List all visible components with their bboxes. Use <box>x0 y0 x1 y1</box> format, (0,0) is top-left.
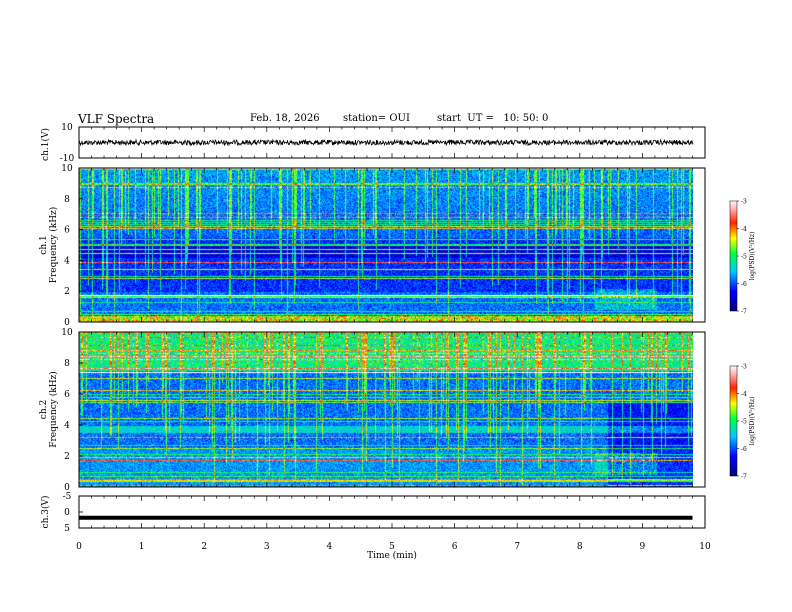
colorbar-tick-label: -3 <box>741 199 747 206</box>
x-tick-label: 8 <box>577 542 583 552</box>
ch1-freq-tick-label: 4 <box>64 256 70 266</box>
x-tick-label: 1 <box>139 542 145 552</box>
ch2-freq-ylabel: Frequency (kHz) <box>48 371 59 448</box>
ch1-freq-tick-label: 6 <box>64 226 70 236</box>
ch1-ytick-label: -10 <box>60 154 75 164</box>
colorbar-tick-label: -7 <box>741 474 747 481</box>
x-tick-label: 2 <box>201 542 207 552</box>
x-tick-label: 0 <box>76 542 82 552</box>
ch1-freq-tick-label: 0 <box>64 318 70 328</box>
colorbar-tick-label: -5 <box>741 254 747 261</box>
ch2-spectrogram-image <box>79 332 693 487</box>
ch1-freq-ylabel: ch.1 <box>39 235 49 254</box>
ch1-freq-tick-label: 10 <box>61 164 73 174</box>
colorbar-tick-label: -3 <box>741 364 747 371</box>
ch1-freq-tick-label: 8 <box>64 195 70 205</box>
ch2-freq-ylabel: ch.2 <box>39 400 49 419</box>
colorbar-tick-label: -7 <box>741 309 747 316</box>
x-axis-label: Time (min) <box>367 550 417 561</box>
colorbar-tick-label: -5 <box>741 419 747 426</box>
x-tick-label: 6 <box>452 542 458 552</box>
ch2-freq-tick-label: 2 <box>64 452 70 462</box>
x-tick-label: 7 <box>514 542 520 552</box>
ch1-ylabel: ch.1(V) <box>40 128 51 161</box>
ch3-ytick-label: -5 <box>63 492 72 502</box>
ch2-freq-tick-label: 6 <box>64 390 70 400</box>
ch2-freq-tick-label: 4 <box>64 421 70 431</box>
ch1-spectrogram-image <box>79 168 693 322</box>
ch3-ytick-label: 0 <box>64 508 70 518</box>
x-tick-label: 5 <box>389 542 395 552</box>
ch1-freq-ylabel: Frequency (kHz) <box>48 207 59 284</box>
ch2-freq-tick-label: 8 <box>64 359 70 369</box>
chart-title: VLF Spectra <box>78 112 155 126</box>
station-label: station= OUI <box>343 113 410 124</box>
ch1-freq-tick-label: 2 <box>64 287 70 297</box>
ch1-colorbar <box>729 200 738 312</box>
ch3-ylabel: ch.3(V) <box>40 496 51 529</box>
ch3-ytick-label: 5 <box>64 524 70 534</box>
x-tick-label: 9 <box>640 542 646 552</box>
ch2-colorbar <box>729 365 738 477</box>
colorbar-label: log(PSD)(V²/Hz) <box>749 397 756 446</box>
ch1-trace <box>78 138 694 147</box>
colorbar-tick-label: -6 <box>741 281 747 288</box>
colorbar-label: log(PSD)(V²/Hz) <box>749 232 756 281</box>
x-tick-label: 3 <box>264 542 270 552</box>
ch1-ytick-label: 10 <box>61 123 73 133</box>
x-tick-label: 10 <box>699 542 711 552</box>
colorbar-tick-label: -6 <box>741 446 747 453</box>
colorbar-tick-label: -4 <box>741 226 747 233</box>
start-time-label: start UT = 10: 50: 0 <box>437 113 549 124</box>
ch2-freq-tick-label: 0 <box>64 483 70 493</box>
x-tick-label: 4 <box>327 542 333 552</box>
ch2-freq-tick-label: 10 <box>61 328 73 338</box>
date-label: Feb. 18, 2026 <box>250 113 320 124</box>
colorbar-tick-label: -4 <box>741 391 747 398</box>
